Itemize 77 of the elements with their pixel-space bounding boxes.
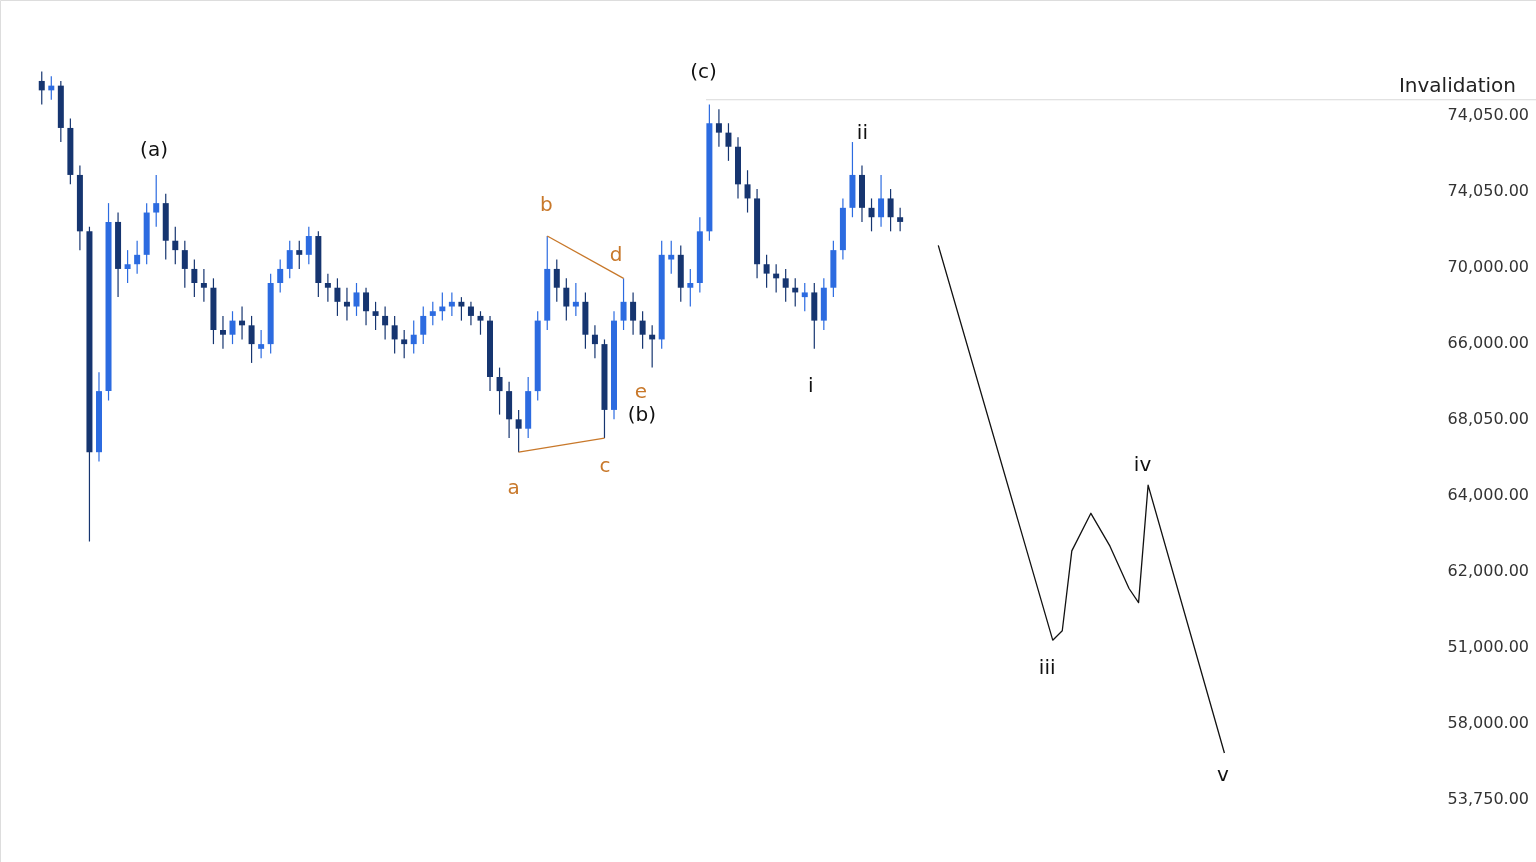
- candlestick: [410, 320, 417, 355]
- candlestick: [134, 240, 141, 275]
- candlestick: [687, 268, 694, 308]
- candlestick: [219, 315, 226, 350]
- text: 74,050.00: [1447, 105, 1530, 124]
- text: v: [1217, 762, 1230, 786]
- annotation: b: [540, 192, 553, 216]
- candlestick: [181, 240, 188, 289]
- candlestick: [868, 197, 875, 232]
- text: 64,000.00: [1447, 485, 1530, 504]
- annotation: e: [634, 379, 647, 403]
- candlestick: [401, 329, 408, 359]
- candlestick: [296, 240, 303, 270]
- candlestick: [477, 310, 484, 336]
- candlestick: [286, 240, 293, 279]
- candlestick: [200, 268, 207, 303]
- text: 74,050.00: [1447, 181, 1530, 200]
- annotation: iv: [1133, 452, 1152, 476]
- candlestick: [467, 301, 474, 326]
- candlestick: [363, 287, 370, 326]
- text: 68,050.00: [1447, 409, 1530, 428]
- candlestick: [258, 329, 265, 359]
- candlestick: [725, 122, 732, 162]
- annotation: ii: [856, 120, 868, 144]
- text: 62,000.00: [1447, 561, 1530, 580]
- candlestick: [172, 226, 179, 265]
- candlestick: [591, 324, 598, 359]
- candlestick: [887, 188, 894, 232]
- candlestick: [324, 273, 331, 303]
- candlestick: [248, 315, 255, 364]
- candlestick: [496, 367, 503, 416]
- candlestick: [305, 226, 312, 265]
- text: 58,000.00: [1447, 713, 1530, 732]
- candlestick: [353, 282, 360, 317]
- candlestick: [38, 70, 45, 106]
- candlestick: [515, 409, 522, 453]
- candlestick: [572, 282, 579, 317]
- candlestick: [229, 310, 236, 345]
- candlestick: [563, 277, 570, 322]
- candlestick: [277, 258, 284, 294]
- text: 70,000.00: [1447, 257, 1530, 276]
- annotation: d: [609, 242, 623, 266]
- candlestick: [372, 301, 379, 331]
- candlestick: [897, 207, 904, 232]
- candlestick: [448, 291, 455, 317]
- text: 53,750.00: [1447, 789, 1530, 808]
- candlestick: [429, 301, 436, 326]
- candlestick: [715, 108, 722, 148]
- candlestick: [763, 254, 770, 289]
- candlestick: [153, 174, 160, 228]
- candlestick: [391, 315, 398, 355]
- candlestick: [343, 287, 350, 322]
- candlestick: [782, 268, 789, 303]
- text: iii: [1038, 655, 1056, 679]
- candlestick: [668, 240, 675, 275]
- candlestick: [744, 169, 751, 214]
- candlestick: [191, 258, 198, 298]
- ref-line-label: Invalidation: [1398, 72, 1516, 97]
- annotation: a: [507, 475, 520, 499]
- annotation: (b): [627, 402, 656, 426]
- candlestick: [630, 291, 637, 336]
- candlestick: [382, 305, 389, 341]
- annotation: (c): [690, 59, 717, 83]
- candlestick: [801, 282, 808, 312]
- annotation: (a): [140, 137, 168, 161]
- candlestick: [458, 296, 465, 322]
- annotation: i: [807, 373, 814, 397]
- candlestick: [878, 174, 885, 228]
- text: 51,000.00: [1447, 637, 1530, 656]
- candlestick: [420, 305, 427, 345]
- candlestick: [620, 277, 627, 331]
- candlestick: [124, 249, 131, 284]
- candlestick: [334, 277, 341, 317]
- annotation: c: [599, 453, 611, 477]
- text: 66,000.00: [1447, 333, 1530, 352]
- candlestick: [639, 310, 646, 350]
- candlestick: [553, 258, 560, 303]
